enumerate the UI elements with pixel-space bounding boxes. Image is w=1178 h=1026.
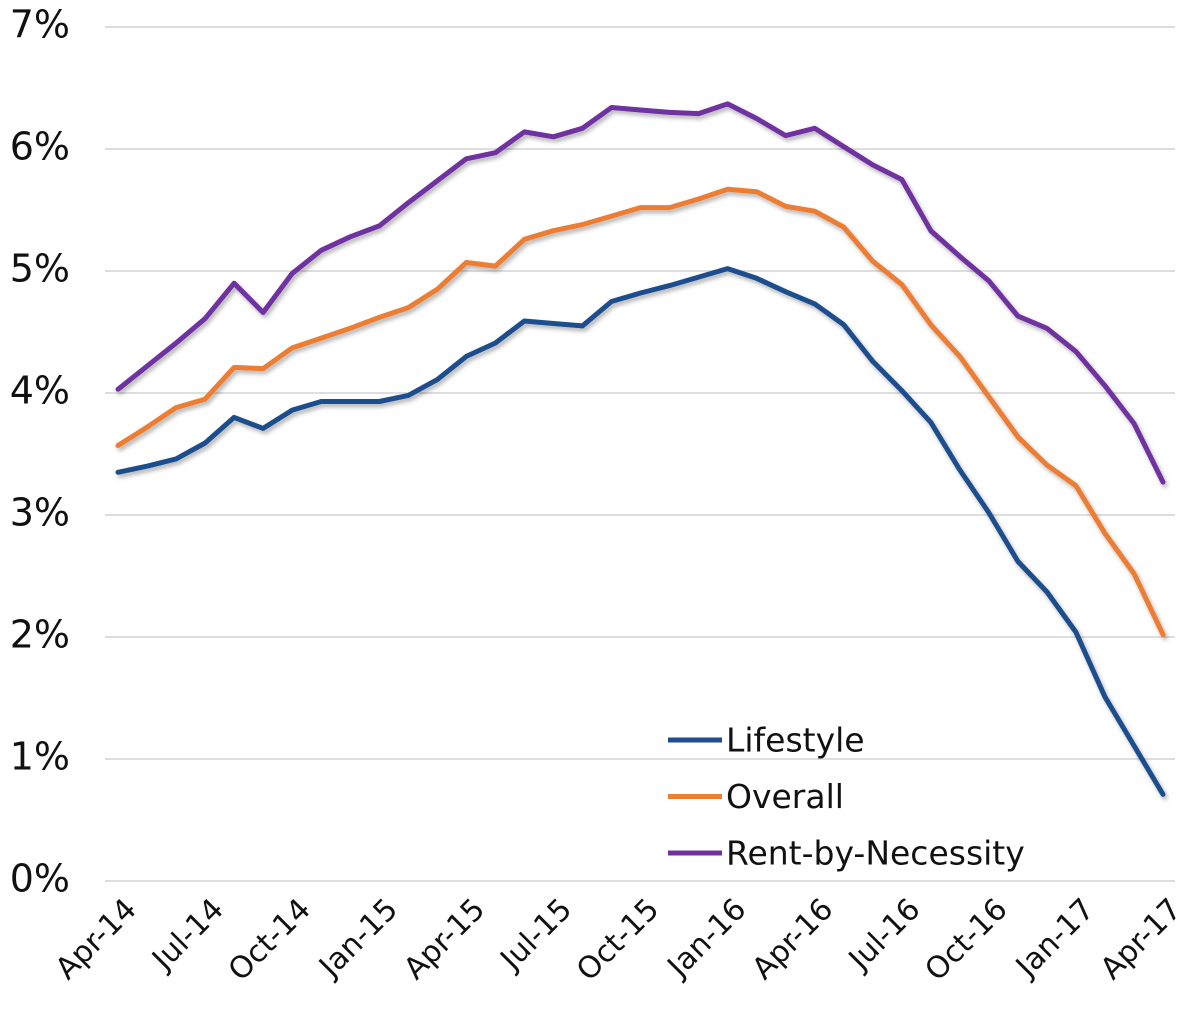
legend-label: Overall: [726, 777, 844, 816]
x-tick-label: Apr-17: [1094, 892, 1178, 987]
y-tick-label: 3%: [10, 491, 70, 535]
x-tick-label: Jan-17: [1008, 892, 1102, 986]
y-tick-label: 5%: [10, 247, 70, 291]
x-tick-label: Jul-15: [493, 892, 579, 978]
y-tick-label: 0%: [10, 857, 70, 901]
legend: Lifestyle Overall Rent-by-Necessity: [668, 721, 1025, 873]
x-tick-label: Jul-16: [841, 892, 927, 978]
y-tick-label: 4%: [10, 369, 70, 413]
legend-label: Rent-by-Necessity: [726, 834, 1025, 873]
y-tick-label: 7%: [10, 3, 70, 47]
x-tick-label: Jan-15: [311, 892, 405, 986]
y-tick-label: 1%: [10, 735, 70, 779]
line-series: [115, 266, 1166, 797]
x-tick-label: Oct-15: [570, 892, 666, 988]
x-tick-label: Jul-14: [144, 892, 230, 978]
line-series: [115, 101, 1166, 485]
x-tick-label: Apr-15: [397, 892, 492, 987]
legend-label: Lifestyle: [726, 721, 865, 760]
y-tick-label: 2%: [10, 613, 70, 657]
x-tick-label: Oct-16: [918, 892, 1014, 988]
x-tick-label: Oct-14: [222, 892, 318, 988]
x-tick-label: Apr-14: [49, 892, 144, 987]
line-series: [115, 186, 1166, 638]
x-tick-label: Apr-16: [746, 892, 841, 987]
x-tick-label: Jan-16: [660, 892, 754, 986]
y-tick-label: 6%: [10, 125, 70, 169]
